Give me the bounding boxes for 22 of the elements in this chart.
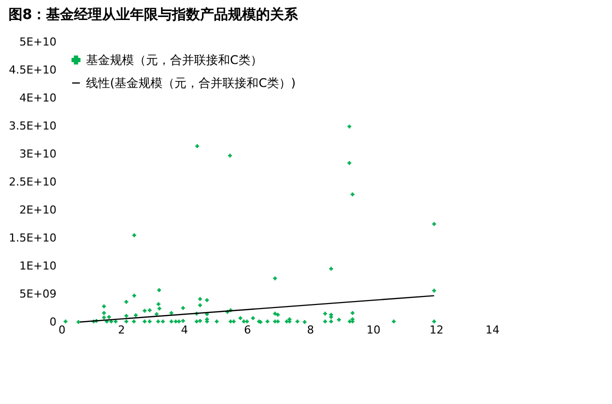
x-tick-label: 14 xyxy=(486,324,500,336)
y-tick-label: 4E+10 xyxy=(19,92,56,104)
x-tick-label: 12 xyxy=(430,324,444,336)
y-tick-label: 2E+10 xyxy=(19,204,56,216)
legend-label: 线性(基金规模（元，合并联接和C类）) xyxy=(86,76,296,90)
x-tick-label: 4 xyxy=(181,324,188,336)
y-tick-label: 5E+10 xyxy=(19,36,56,48)
x-tick-label: 2 xyxy=(118,324,125,336)
y-tick-label: 3.5E+10 xyxy=(8,120,56,132)
y-tick-label: 2.5E+10 xyxy=(8,176,56,188)
chart-title: 图8：基金经理从业年限与指数产品规模的关系 xyxy=(8,6,300,23)
x-tick-label: 8 xyxy=(307,324,314,336)
x-tick-label: 0 xyxy=(58,324,66,336)
y-tick-label: 5E+09 xyxy=(19,288,56,300)
x-tick-label: 6 xyxy=(244,324,251,336)
y-tick-label: 1.5E+10 xyxy=(8,232,56,244)
y-tick-label: 4.5E+10 xyxy=(8,64,56,76)
y-tick-label: 0 xyxy=(50,316,56,328)
legend-label: 基金规模（元，合并联接和C类） xyxy=(86,53,262,67)
y-tick-label: 1E+10 xyxy=(19,260,56,272)
y-tick-label: 3E+10 xyxy=(19,148,56,160)
x-tick-label: 10 xyxy=(366,324,380,336)
